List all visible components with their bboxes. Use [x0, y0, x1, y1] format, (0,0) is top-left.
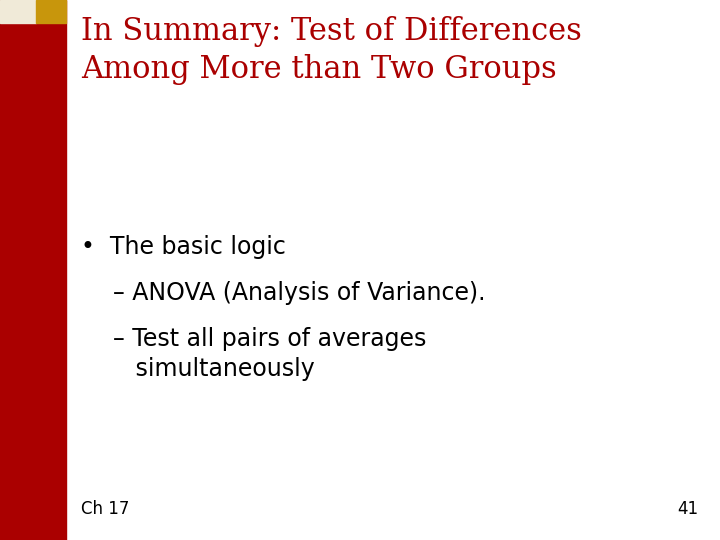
Bar — [0, 0, 66, 540]
Text: Ch 17: Ch 17 — [81, 501, 129, 518]
Text: •  The basic logic: • The basic logic — [81, 235, 286, 259]
Bar — [37, 0, 66, 23]
Text: – Test all pairs of averages
   simultaneously: – Test all pairs of averages simultaneou… — [113, 327, 426, 381]
Text: In Summary: Test of Differences
Among More than Two Groups: In Summary: Test of Differences Among Mo… — [81, 16, 582, 85]
Bar — [0, 0, 37, 23]
Text: 41: 41 — [678, 501, 698, 518]
Text: – ANOVA (Analysis of Variance).: – ANOVA (Analysis of Variance). — [113, 281, 485, 305]
